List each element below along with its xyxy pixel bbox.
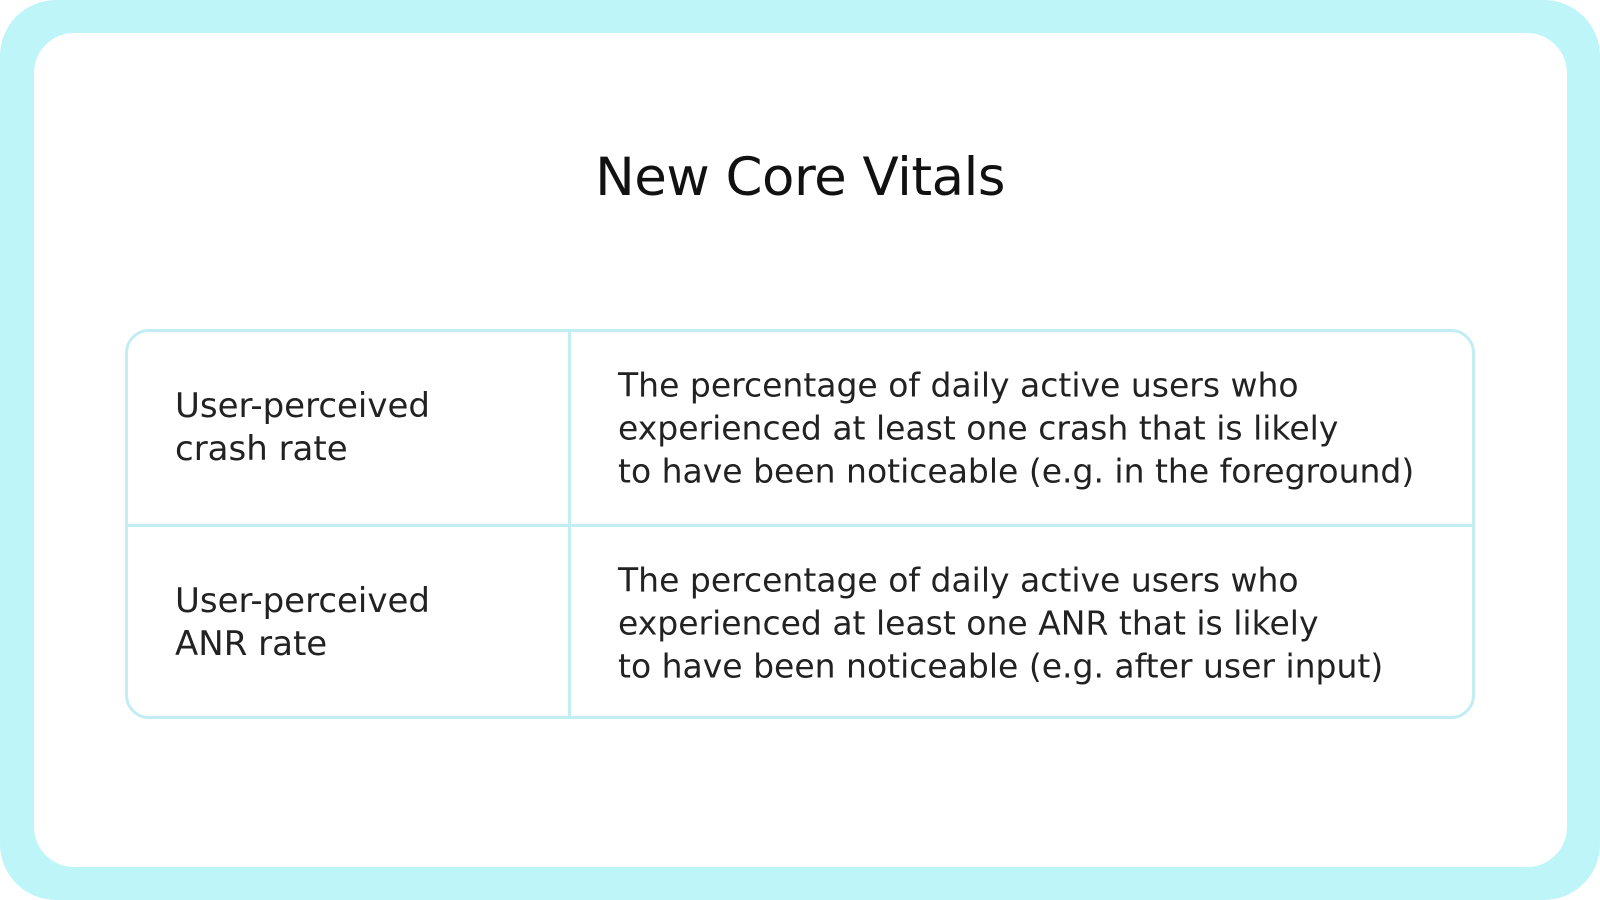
page-title: New Core Vitals	[595, 147, 1005, 208]
table-row: User-perceived crash rate The percentage…	[128, 332, 1472, 524]
metric-name: User-perceived crash rate	[175, 386, 430, 469]
row-divider	[128, 524, 1472, 527]
content-card	[34, 33, 1567, 867]
metric-description: The percentage of daily active users who…	[618, 560, 1384, 686]
table-row: User-perceived ANR rate The percentage o…	[128, 527, 1472, 716]
metric-name: User-perceived ANR rate	[175, 581, 430, 664]
column-divider	[568, 332, 571, 716]
metric-description: The percentage of daily active users who…	[618, 365, 1415, 491]
vitals-table: User-perceived crash rate The percentage…	[125, 329, 1475, 719]
